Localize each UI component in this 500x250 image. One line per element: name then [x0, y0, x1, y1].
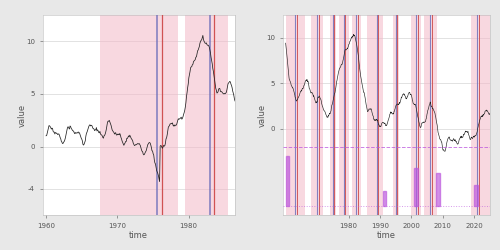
Polygon shape	[286, 156, 289, 206]
Bar	[339, 15, 348, 215]
Y-axis label: value: value	[18, 104, 27, 126]
Bar	[352, 15, 361, 215]
X-axis label: time: time	[129, 232, 148, 240]
Polygon shape	[436, 174, 440, 206]
Bar	[424, 15, 436, 215]
Bar	[368, 15, 383, 215]
Bar	[286, 15, 304, 215]
Bar	[412, 15, 421, 215]
Polygon shape	[474, 185, 478, 206]
Bar	[100, 15, 178, 215]
Bar	[330, 15, 336, 215]
Y-axis label: value: value	[258, 104, 267, 126]
Bar	[392, 15, 399, 215]
X-axis label: time: time	[377, 232, 396, 240]
Polygon shape	[414, 168, 418, 206]
Polygon shape	[383, 191, 386, 206]
Bar	[185, 15, 228, 215]
Bar	[471, 15, 490, 215]
Bar	[311, 15, 324, 215]
